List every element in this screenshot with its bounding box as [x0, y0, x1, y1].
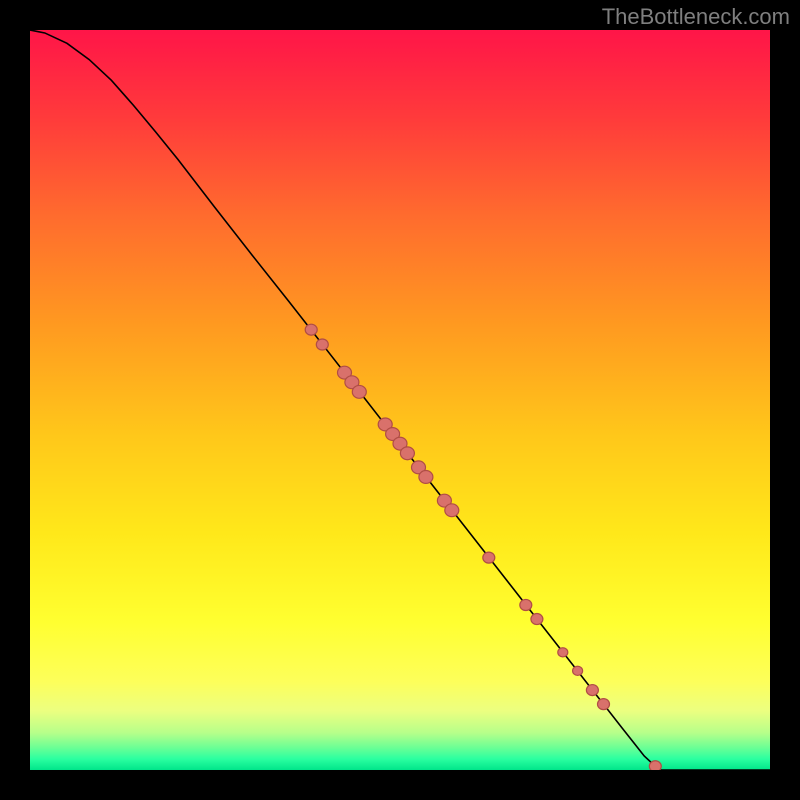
data-point-marker — [558, 648, 568, 657]
data-point-marker — [520, 599, 532, 610]
data-point-marker — [305, 324, 317, 335]
chart-panel — [30, 30, 770, 770]
data-point-marker — [352, 385, 366, 398]
data-point-marker — [316, 339, 328, 350]
data-point-marker — [586, 685, 598, 696]
data-point-marker — [445, 504, 459, 517]
data-point-marker — [419, 471, 433, 484]
chart-svg — [30, 30, 770, 770]
data-point-marker — [483, 552, 495, 563]
data-point-marker — [531, 614, 543, 625]
data-point-marker — [400, 447, 414, 460]
data-point-marker — [598, 699, 610, 710]
data-point-marker — [649, 761, 661, 770]
data-point-marker — [573, 666, 583, 675]
chart-background — [30, 30, 770, 770]
watermark-text: TheBottleneck.com — [602, 4, 790, 30]
